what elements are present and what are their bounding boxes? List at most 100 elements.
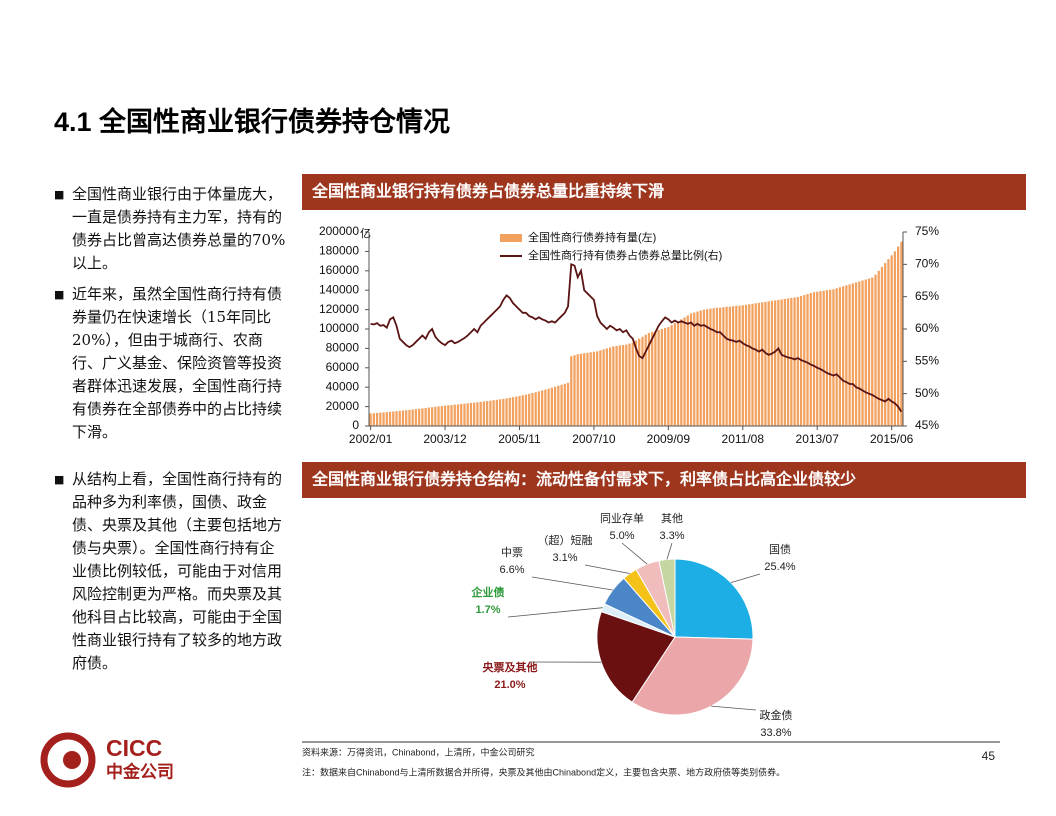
bar: [443, 405, 447, 426]
bar: [382, 412, 385, 426]
pie-slice: [674, 558, 754, 640]
bar: [524, 394, 528, 426]
bar: [492, 400, 495, 426]
bar: [625, 344, 628, 426]
bar: [421, 408, 424, 426]
bar: [877, 270, 880, 426]
bar: [505, 398, 508, 426]
bar: [450, 405, 453, 426]
leader-line: [507, 607, 603, 618]
bar: [602, 349, 605, 426]
bar: [427, 407, 431, 426]
bar: [385, 412, 388, 426]
bar: [482, 401, 486, 426]
bar: [437, 406, 440, 426]
bar: [560, 384, 563, 426]
bar: [832, 289, 835, 426]
x-tick-label: 2003/12: [423, 432, 467, 446]
bar: [456, 404, 460, 426]
bar: [848, 284, 851, 426]
bar: [634, 340, 638, 426]
bar: [880, 266, 884, 426]
bar: [518, 395, 521, 426]
slice-label: 企业债: [471, 585, 505, 599]
bar: [537, 391, 541, 426]
bar: [874, 274, 877, 426]
slice-value: 6.6%: [499, 564, 524, 576]
y-tick-label: 160000: [319, 263, 359, 277]
chart-title: 全国性商业银行债券持仓结构：流动性备付需求下，利率债占比高企业债较少: [311, 470, 856, 489]
bar: [680, 319, 683, 426]
y-tick-label: 120000: [319, 302, 359, 316]
bar: [375, 412, 379, 426]
x-tick-label: 2005/11: [498, 432, 541, 446]
bar: [473, 402, 476, 426]
bar: [790, 297, 793, 426]
bar: [835, 288, 838, 426]
bullet: 全国性商业银行由于体量庞大，一直是债券持有主力军，持有的债券占比曾高达债券总量的…: [54, 183, 286, 275]
bar: [819, 291, 822, 426]
bar: [460, 403, 463, 426]
bar: [553, 386, 557, 426]
bar: [660, 329, 664, 426]
bar: [424, 407, 427, 426]
bar: [741, 305, 744, 426]
slice-value: 5.0%: [609, 530, 634, 542]
leader-line: [666, 542, 673, 560]
y-tick-label: 180000: [319, 244, 359, 258]
bar: [654, 330, 657, 426]
bar: [884, 263, 887, 426]
bar: [731, 306, 735, 426]
bar: [722, 307, 725, 426]
legend-swatch: [500, 234, 522, 242]
bar: [825, 290, 829, 426]
bar: [767, 301, 770, 426]
bar: [780, 299, 783, 426]
pie-slice: [596, 610, 676, 703]
bar: [761, 302, 764, 426]
bar: [612, 346, 615, 426]
bar: [563, 383, 566, 426]
bar: [812, 292, 816, 426]
bar: [686, 315, 689, 426]
y2-tick-label: 60%: [915, 321, 939, 335]
bar: [434, 406, 437, 426]
slice-label: 其他: [661, 512, 683, 525]
bar: [744, 304, 748, 426]
legend-label: 全国性商行持有债券占债券总量比例(右): [528, 248, 722, 262]
bar: [748, 304, 751, 426]
bar: [709, 308, 712, 426]
slice-value: 21.0%: [494, 679, 525, 691]
leader-line: [531, 576, 613, 591]
bar: [838, 287, 842, 426]
bar: [566, 382, 570, 426]
logo-dot: [63, 751, 81, 769]
bar: [453, 404, 456, 426]
bar: [615, 345, 618, 426]
y-tick-label: 40000: [326, 379, 360, 393]
y2-tick-label: 50%: [915, 386, 939, 400]
bar: [735, 305, 738, 426]
bar: [495, 399, 498, 426]
bar: [395, 411, 398, 426]
bar: [408, 409, 411, 426]
bar: [608, 347, 612, 426]
bar: [405, 410, 408, 426]
bar: [621, 345, 625, 426]
bar: [570, 356, 573, 426]
bar: [693, 312, 696, 426]
bar: [414, 409, 418, 426]
bar: [398, 410, 401, 426]
y-tick-label: 0: [352, 418, 359, 432]
note: 注：数据来自Chinabond与上清所数据合并所得，央票及其他由Chinabon…: [302, 766, 785, 777]
bar: [864, 279, 867, 426]
bar: [411, 409, 414, 426]
bar: [715, 307, 719, 426]
bar: [589, 352, 592, 426]
bar: [592, 351, 596, 426]
bar: [689, 313, 693, 426]
slice-label: 政金债: [760, 708, 793, 722]
leader-line: [711, 705, 757, 711]
bar: [845, 285, 848, 426]
